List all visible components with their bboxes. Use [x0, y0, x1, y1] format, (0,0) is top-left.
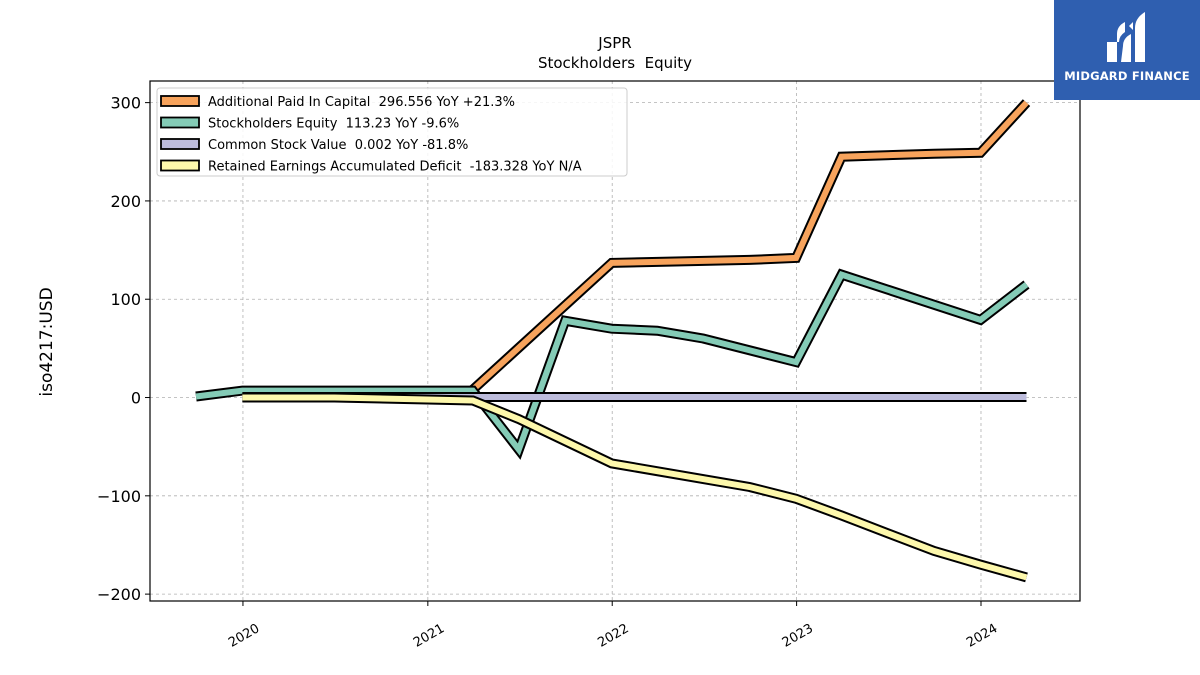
- x-tick-label: 2022: [595, 621, 631, 651]
- legend-swatch: [160, 95, 200, 107]
- y-tick-label: 300: [110, 94, 141, 113]
- series-line: [242, 394, 1028, 581]
- legend-swatch: [160, 159, 200, 172]
- series-1: [469, 99, 1031, 394]
- y-axis-label: iso4217:USD: [37, 287, 57, 396]
- chart-title: JSPR: [597, 34, 631, 52]
- x-tick-label: 2023: [780, 621, 816, 651]
- legend-box: [156, 87, 628, 177]
- legend-label: Additional Paid In Capital 296.556 YoY +…: [208, 95, 515, 110]
- midgard-logo-icon: [1107, 12, 1145, 62]
- chart-subtitle: Stockholders Equity: [538, 54, 692, 72]
- brand-name: MIDGARD FINANCE: [1064, 69, 1190, 83]
- legend-swatch: [160, 138, 200, 150]
- x-tick-label: 2020: [226, 621, 262, 651]
- legend: Additional Paid In Capital 296.556 YoY +…: [156, 87, 628, 177]
- y-tick-label: 0: [131, 389, 141, 408]
- y-tick-label: 100: [110, 290, 141, 309]
- x-tick-label: 2021: [411, 621, 447, 651]
- series-line: [195, 270, 1029, 456]
- legend-label: Retained Earnings Accumulated Deficit -1…: [208, 160, 582, 175]
- legend-swatch: [160, 116, 200, 129]
- legend-label: Stockholders Equity 113.23 YoY -9.6%: [208, 117, 459, 132]
- brand-logo: MIDGARD FINANCE: [1054, 0, 1200, 100]
- x-tick-label: 2024: [964, 621, 1000, 651]
- plot-frame: [149, 80, 1081, 602]
- series-2: [195, 268, 1030, 460]
- series-layer: [195, 99, 1031, 583]
- series-line-outline: [242, 392, 1028, 583]
- series-4: [242, 392, 1028, 583]
- legend-label: Common Stock Value 0.002 YoY -81.8%: [208, 138, 468, 153]
- series-line: [470, 100, 1029, 392]
- series-line-outline: [195, 268, 1030, 460]
- y-tick-label: −200: [97, 585, 141, 604]
- y-tick-label: −100: [97, 487, 141, 506]
- y-tick-label: 200: [110, 192, 141, 211]
